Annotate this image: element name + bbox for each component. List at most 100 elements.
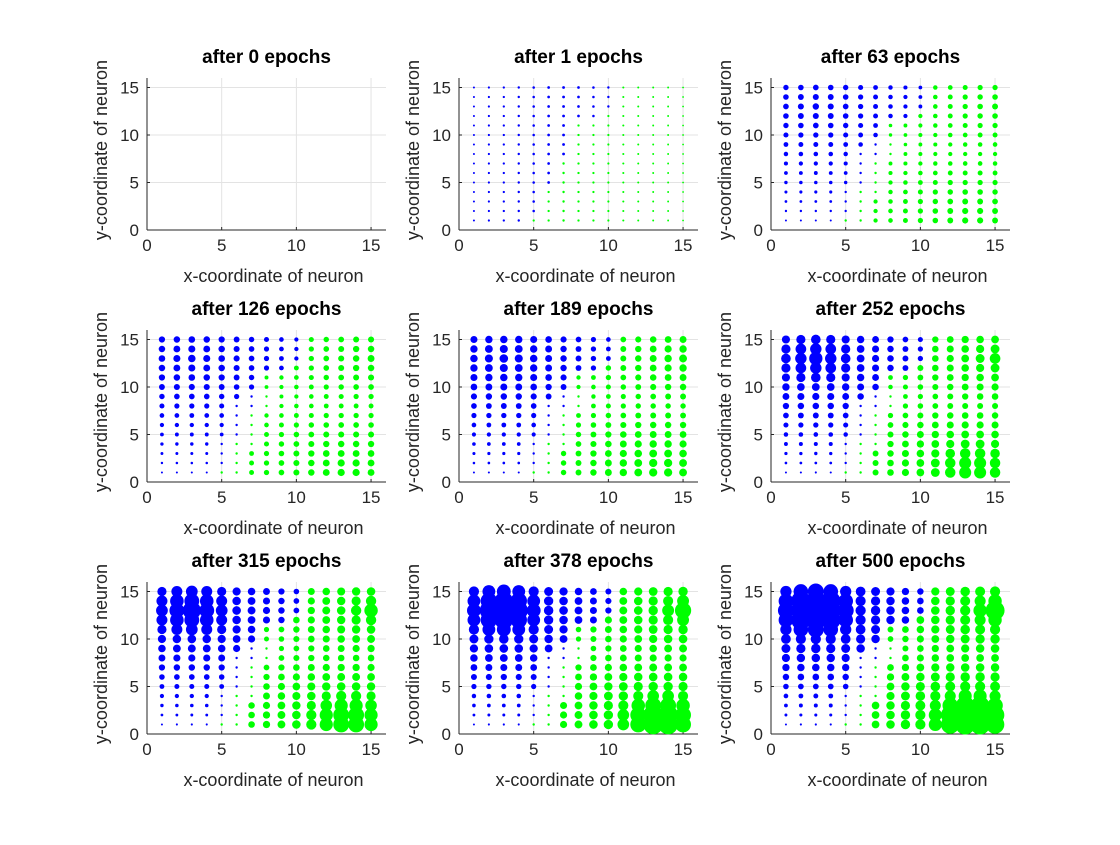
neuron-marker xyxy=(889,152,892,156)
neuron-marker xyxy=(589,720,598,729)
neuron-marker xyxy=(367,654,375,662)
neuron-marker xyxy=(592,95,595,99)
neuron-marker xyxy=(799,209,803,213)
neuron-marker xyxy=(337,440,345,448)
neuron-marker xyxy=(560,460,567,466)
neuron-marker xyxy=(232,587,241,596)
neuron-marker xyxy=(575,431,582,438)
neuron-marker xyxy=(351,682,361,691)
neuron-marker xyxy=(472,171,475,175)
neuron-marker xyxy=(946,364,954,372)
neuron-marker xyxy=(487,471,490,474)
neuron-marker xyxy=(235,442,238,446)
neuron-marker xyxy=(620,355,627,362)
neuron-marker xyxy=(947,85,953,90)
neuron-marker xyxy=(559,606,568,615)
neuron-marker xyxy=(189,693,194,699)
neuron-marker xyxy=(205,452,209,455)
neuron-marker xyxy=(543,615,554,625)
neuron-marker xyxy=(887,469,894,476)
neuron-marker xyxy=(622,95,625,99)
neuron-marker xyxy=(811,643,821,654)
x-tick-label: 5 xyxy=(217,740,226,759)
neuron-marker xyxy=(502,723,505,726)
neuron-marker xyxy=(472,209,475,213)
neuron-marker xyxy=(159,674,165,680)
neuron-marker xyxy=(902,645,909,652)
neuron-marker xyxy=(205,461,209,465)
neuron-marker xyxy=(293,635,300,643)
neuron-marker xyxy=(977,198,984,205)
neuron-marker xyxy=(487,200,490,203)
neuron-marker xyxy=(841,383,850,391)
neuron-marker xyxy=(262,711,271,719)
neuron-marker xyxy=(485,664,493,671)
neuron-marker xyxy=(265,647,268,650)
neuron-marker xyxy=(976,393,984,400)
neuron-marker xyxy=(977,142,983,147)
neuron-marker xyxy=(962,207,969,215)
neuron-marker xyxy=(353,336,360,343)
neuron-marker xyxy=(352,673,361,681)
neuron-marker xyxy=(470,335,478,344)
neuron-marker xyxy=(590,664,597,671)
neuron-marker xyxy=(607,162,610,165)
neuron-marker xyxy=(574,692,583,700)
neuron-marker xyxy=(352,440,360,448)
neuron-marker xyxy=(607,95,610,99)
neuron-marker xyxy=(962,217,969,224)
neuron-marker xyxy=(532,95,535,99)
neuron-marker xyxy=(175,723,178,726)
neuron-marker xyxy=(874,181,877,184)
neuron-marker xyxy=(517,95,520,99)
neuron-marker xyxy=(499,654,508,662)
neuron-marker xyxy=(338,412,344,419)
neuron-marker xyxy=(973,603,987,618)
neuron-marker xyxy=(990,663,1000,672)
neuron-marker xyxy=(814,200,818,203)
neuron-marker xyxy=(159,422,165,428)
y-axis-label: y-coordinate of neuron xyxy=(715,60,735,240)
neuron-marker xyxy=(472,451,476,456)
neuron-marker xyxy=(366,587,376,596)
neuron-marker xyxy=(293,588,300,595)
neuron-marker xyxy=(887,345,894,353)
neuron-marker xyxy=(512,585,526,598)
neuron-marker xyxy=(814,219,817,222)
neuron-marker xyxy=(648,615,658,625)
neuron-marker xyxy=(235,471,238,474)
neuron-marker xyxy=(932,412,939,419)
neuron-marker xyxy=(592,86,595,89)
neuron-marker xyxy=(637,171,640,175)
neuron-marker xyxy=(517,723,520,726)
neuron-marker xyxy=(544,625,554,634)
neuron-marker xyxy=(532,171,535,175)
y-axis-label: y-coordinate of neuron xyxy=(715,564,735,744)
neuron-marker xyxy=(308,412,314,419)
neuron-marker xyxy=(278,469,285,476)
neuron-marker xyxy=(516,422,522,428)
neuron-marker xyxy=(985,601,1005,620)
neuron-marker xyxy=(826,643,836,654)
neuron-marker xyxy=(337,468,345,477)
neuron-marker xyxy=(947,104,953,109)
neuron-marker xyxy=(351,690,362,702)
neuron-marker xyxy=(784,190,788,194)
neuron-marker xyxy=(171,623,183,636)
neuron-marker xyxy=(859,666,862,669)
neuron-marker xyxy=(592,200,595,203)
neuron-marker xyxy=(858,84,864,91)
neuron-marker xyxy=(781,373,790,382)
neuron-marker xyxy=(472,95,475,99)
neuron-marker xyxy=(531,422,537,428)
neuron-marker xyxy=(562,209,565,213)
neuron-marker xyxy=(887,412,894,419)
neuron-marker xyxy=(466,603,481,618)
neuron-marker xyxy=(337,625,346,634)
neuron-marker xyxy=(562,95,565,99)
neuron-marker xyxy=(903,104,908,109)
neuron-marker xyxy=(873,208,878,214)
neuron-marker xyxy=(544,587,554,596)
